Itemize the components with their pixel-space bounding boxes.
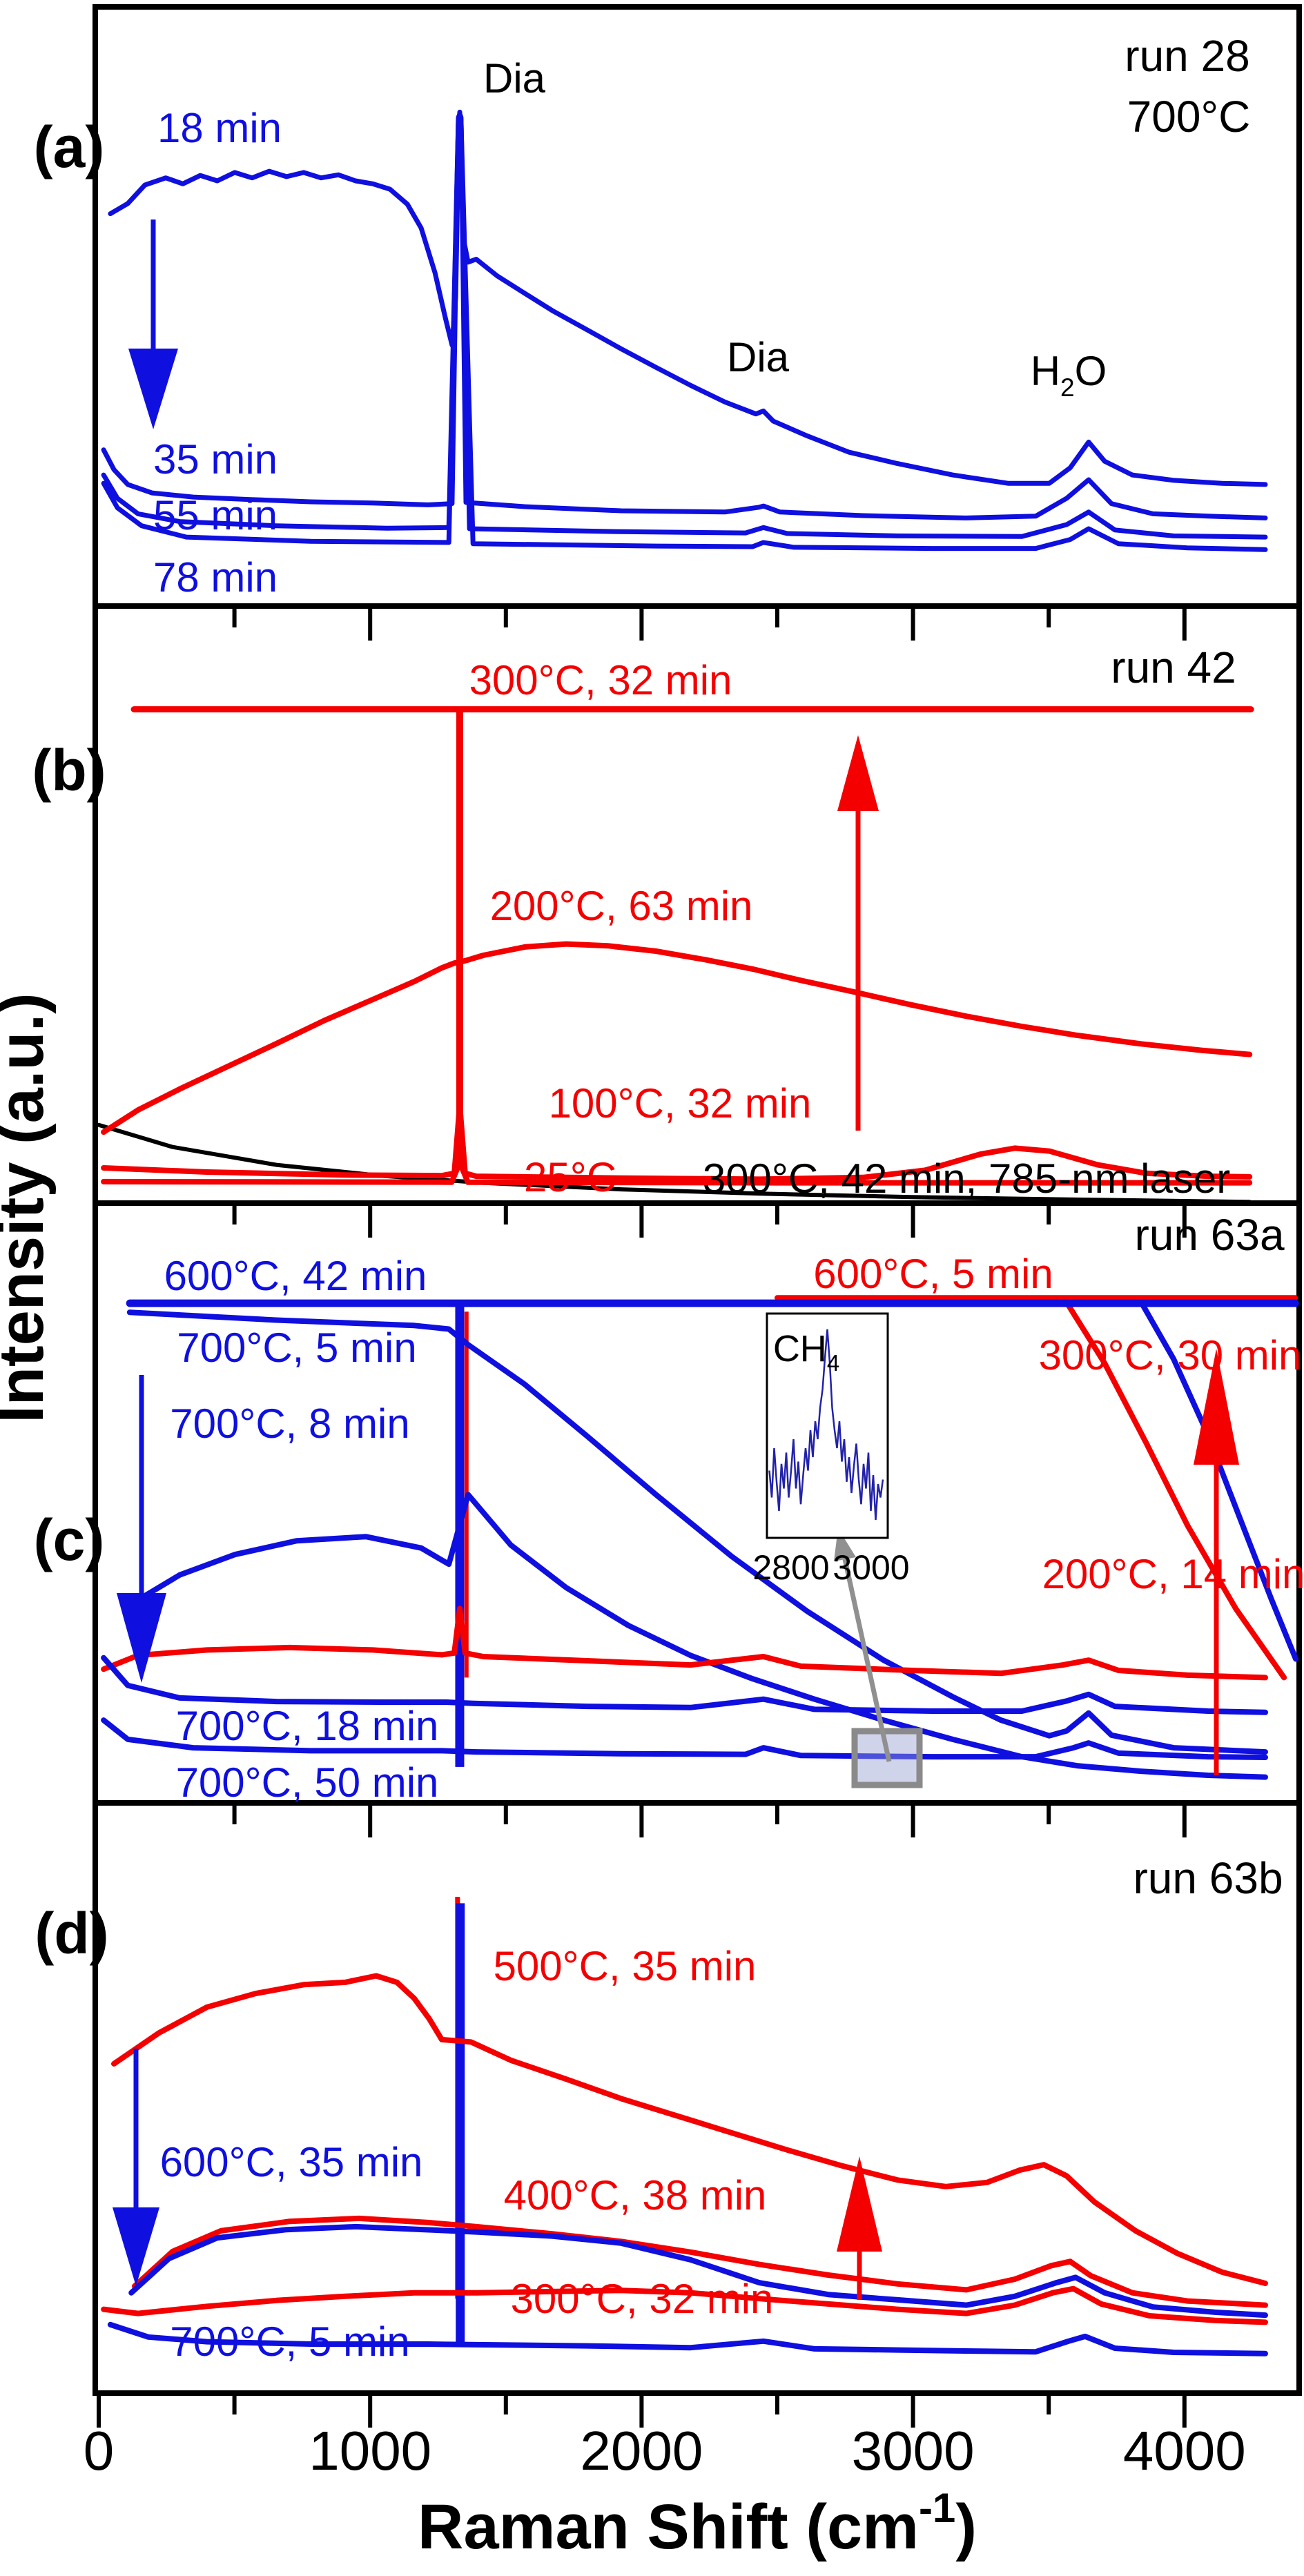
x-tick-label: 3000: [852, 2420, 975, 2481]
annotation-label: Dia: [727, 334, 790, 380]
annotation-label: 600°C, 35 min: [160, 2139, 423, 2185]
plot-border: [93, 4, 1302, 2396]
panels: (a) 18 min Dia run 28 700°C Dia H2O 35 min 55 mi…: [32, 31, 1304, 2365]
arrow-up-red: [1194, 1349, 1239, 1775]
panel-letter-a: (a): [34, 115, 105, 179]
annotation-label: 600°C, 5 min: [813, 1251, 1053, 1297]
spectrum-curve-d-700-c-5-min: [107, 2321, 1268, 2357]
annotation-label: H2O: [1031, 348, 1107, 402]
spectrum-curve-b-200-c-63-min: [101, 941, 1253, 1135]
run-label-d: run 63b: [1133, 1853, 1283, 1903]
annotation-label: 700°C, 8 min: [170, 1401, 410, 1447]
panel-a: (a) 18 min Dia run 28 700°C Dia H2O 35 min 55 mi…: [34, 31, 1268, 601]
spectrum-curve-a-78-min: [101, 116, 1268, 552]
y-axis-title: Intensity (a.u.): [0, 993, 57, 1423]
annotation-label: 25°C: [524, 1154, 616, 1200]
spectrum-curve-c-700-c-50-min: [101, 1717, 1268, 1760]
annotation-label: 700°C, 5 min: [170, 2319, 410, 2365]
annotation-label: 700°C, 18 min: [176, 1703, 439, 1749]
spectrum-curve-a-18-min: [108, 109, 1268, 487]
inset-tick-label: 2800: [752, 1548, 829, 1587]
arrow-head: [1194, 1349, 1239, 1465]
annotation-label: 500°C, 35 min: [494, 1943, 757, 1989]
annotation-label: 35 min: [153, 436, 278, 482]
annotation-label: 300°C, 32 min: [469, 657, 732, 703]
annotation-label: 700°C, 50 min: [176, 1759, 439, 1806]
arrow-head: [837, 735, 879, 811]
annotation-label: 700°C: [1127, 92, 1251, 142]
spectrum-curve-c-600-c-42-min-tail: [1140, 1302, 1298, 1662]
run-label-b: run 42: [1111, 643, 1236, 692]
annotation-label: 300°C, 42 min, 785-nm laser: [703, 1155, 1230, 1202]
annotation-label: 200°C, 63 min: [490, 883, 753, 929]
figure-frame: [93, 4, 1302, 2396]
run-label-c: run 63a: [1134, 1210, 1284, 1260]
annotation-label: 300°C, 30 min: [1039, 1332, 1302, 1378]
annotation-label: 700°C, 5 min: [177, 1325, 417, 1371]
annotation-label: 300°C, 32 min: [511, 2276, 774, 2322]
spectrum-curve-b-100-c-32-min: [101, 1102, 1253, 1182]
arrow-head: [128, 349, 178, 429]
panel-letter-d: (d): [35, 1901, 108, 1966]
spectrum-curve-c-700-c-8-min: [126, 1492, 1268, 1780]
arrow-head: [113, 2207, 159, 2286]
x-axis-title: Raman Shift (cm-1): [418, 2485, 977, 2562]
spectrum-curve-b-300-c-42-min-785-nm-laser: [97, 1122, 1252, 1204]
annotation-label: 55 min: [153, 492, 278, 538]
ch4-inset: CH4 2800 3000: [752, 1312, 910, 1587]
annotation-label: 18 min: [157, 105, 282, 151]
inset-ch4-label: CH4: [773, 1328, 839, 1376]
inset-ch4-trace: [768, 1329, 884, 1521]
spectrum-curve-b-25-c: [101, 1160, 1253, 1186]
x-tick-label: 2000: [580, 2420, 703, 2481]
arrow-up-red: [837, 2156, 882, 2300]
spectrum-curve-a-55-min: [101, 113, 1268, 540]
x-axis: Raman Shift (cm-1) 0 1000 2000 3000 4000: [84, 2396, 1246, 2562]
x-tick-label: 4000: [1123, 2420, 1246, 2481]
spectrum-curve-d-500-c-35-min: [111, 1973, 1268, 2286]
spectrum-curve-a-35-min: [101, 111, 1268, 520]
annotation-label: Dia: [483, 55, 546, 101]
panel-d: (d) run 63b 500°C, 35 min 600°C, 35 min 400°…: [35, 1806, 1283, 2365]
arrow-down-blue: [113, 2049, 159, 2286]
x-tick-label: 0: [84, 2420, 115, 2481]
annotation-label: 400°C, 38 min: [504, 2172, 767, 2218]
x-tick-label: 1000: [309, 2420, 431, 2481]
arrow-head: [837, 2156, 882, 2252]
spectrum-curve-d-400-c-38-min: [131, 2215, 1268, 2308]
spectrum-curve-c-700-c-18-min: [101, 1655, 1268, 1715]
inset-pointer-arrow-shaft: [842, 1559, 892, 1762]
arrow-down-blue: [117, 1375, 166, 1683]
arrow-head: [117, 1593, 166, 1683]
spectrum-curve-c-600-c-5-min-tail: [1062, 1297, 1287, 1681]
annotation-label: 100°C, 32 min: [549, 1080, 812, 1126]
inset-tick-label: 3000: [833, 1548, 909, 1587]
run-label-a: run 28: [1125, 31, 1249, 81]
spectrum-curve-c-200-c-14-min: [101, 1606, 1268, 1681]
arrow-up-red: [837, 735, 879, 1131]
annotation-label: 600°C, 42 min: [164, 1253, 427, 1299]
panel-letter-b: (b): [32, 738, 106, 803]
spectrum-curve-d-300-c-32-min: [101, 2285, 1268, 2325]
panel-letter-c: (c): [34, 1507, 105, 1572]
panel-b: (b) 300°C, 32 min run 42 200°C, 63 min 100°C…: [32, 609, 1254, 1204]
annotation-label: 200°C, 14 min: [1042, 1551, 1304, 1597]
spectrum-curve-d-600-c-35-min: [128, 2223, 1268, 2319]
arrow-down-blue: [128, 219, 178, 429]
panel-c: (c) run 63a 600°C, 42 min 700°C, 5 min 700°C…: [34, 1206, 1304, 1806]
spectrum-curve-c-700-c-5-min: [126, 1309, 1268, 1755]
inset-box: [766, 1312, 889, 1539]
annotation-label: 78 min: [153, 554, 278, 601]
